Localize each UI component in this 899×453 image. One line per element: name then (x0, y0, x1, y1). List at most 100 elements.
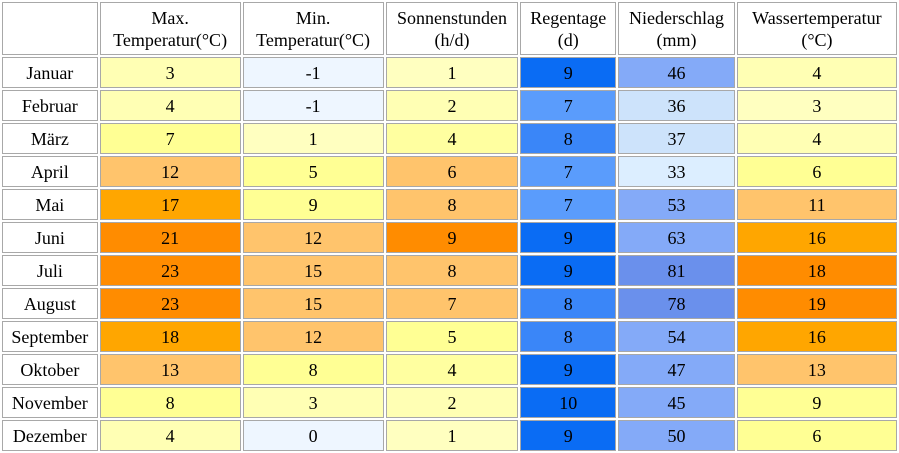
cell-water-temperature: 11 (736, 189, 897, 220)
table-row: Dezember 4 0 1 9 50 6 (2, 420, 897, 451)
cell-precipitation: 54 (618, 321, 735, 352)
month-label: Februar (2, 90, 98, 121)
table-row: August 23 15 7 8 78 19 (2, 288, 897, 319)
month-label: März (2, 123, 98, 154)
cell-water-temperature: 6 (736, 420, 897, 451)
cell-min-temperature: 9 (242, 189, 384, 220)
cell-min-temperature: 15 (242, 288, 384, 319)
cell-max-temperature: 21 (99, 222, 241, 253)
cell-min-temperature: 5 (242, 156, 384, 187)
table-body: Januar 3 -1 1 9 46 4 Februar 4 -1 2 7 36 3 März 7 1 4 8 37 4… (2, 57, 897, 451)
header-unit: Temperatur(°C) (256, 29, 371, 50)
month-label: November (2, 387, 98, 418)
header-label: Niederschlag (628, 7, 724, 28)
cell-sunshine-hours: 8 (385, 189, 519, 220)
header-label: Max. (151, 7, 189, 28)
header-unit: (°C) (801, 29, 833, 50)
cell-max-temperature: 7 (99, 123, 241, 154)
cell-max-temperature: 23 (99, 255, 241, 286)
cell-water-temperature: 16 (736, 321, 897, 352)
cell-min-temperature: 15 (242, 255, 384, 286)
cell-sunshine-hours: 2 (385, 387, 519, 418)
cell-rain-days: 9 (520, 57, 617, 88)
cell-precipitation: 78 (618, 288, 735, 319)
cell-water-temperature: 13 (736, 354, 897, 385)
cell-min-temperature: 0 (242, 420, 384, 451)
cell-rain-days: 8 (520, 288, 617, 319)
cell-precipitation: 81 (618, 255, 735, 286)
table-row: Juli 23 15 8 9 81 18 (2, 255, 897, 286)
cell-max-temperature: 17 (99, 189, 241, 220)
month-label: Januar (2, 57, 98, 88)
header-unit: (mm) (656, 29, 697, 50)
cell-sunshine-hours: 4 (385, 123, 519, 154)
table-row: Mai 17 9 8 7 53 11 (2, 189, 897, 220)
header-label: Min. (295, 7, 331, 28)
header-unit: (d) (557, 29, 579, 50)
cell-rain-days: 9 (520, 354, 617, 385)
cell-sunshine-hours: 7 (385, 288, 519, 319)
cell-sunshine-hours: 5 (385, 321, 519, 352)
month-label: Oktober (2, 354, 98, 385)
cell-rain-days: 8 (520, 321, 617, 352)
cell-min-temperature: 8 (242, 354, 384, 385)
header-label: Wassertemperatur (752, 7, 882, 28)
cell-precipitation: 63 (618, 222, 735, 253)
cell-sunshine-hours: 9 (385, 222, 519, 253)
header-water-temperature: Wassertemperatur (°C) (736, 2, 897, 55)
cell-max-temperature: 12 (99, 156, 241, 187)
cell-min-temperature: 1 (242, 123, 384, 154)
header-label: Regentage (530, 7, 607, 28)
cell-water-temperature: 9 (736, 387, 897, 418)
cell-water-temperature: 3 (736, 90, 897, 121)
table-row: November 8 3 2 10 45 9 (2, 387, 897, 418)
table-row: Oktober 13 8 4 9 47 13 (2, 354, 897, 385)
cell-water-temperature: 6 (736, 156, 897, 187)
cell-max-temperature: 18 (99, 321, 241, 352)
cell-precipitation: 53 (618, 189, 735, 220)
cell-max-temperature: 8 (99, 387, 241, 418)
cell-precipitation: 37 (618, 123, 735, 154)
cell-rain-days: 7 (520, 90, 617, 121)
cell-min-temperature: -1 (242, 57, 384, 88)
cell-sunshine-hours: 2 (385, 90, 519, 121)
cell-min-temperature: 12 (242, 321, 384, 352)
header-max-temperature: Max. Temperatur(°C) (99, 2, 241, 55)
cell-precipitation: 46 (618, 57, 735, 88)
month-label: Juli (2, 255, 98, 286)
table-row: April 12 5 6 7 33 6 (2, 156, 897, 187)
header-sunshine-hours: Sonnenstunden (h/d) (385, 2, 519, 55)
cell-rain-days: 10 (520, 387, 617, 418)
cell-rain-days: 7 (520, 189, 617, 220)
cell-rain-days: 8 (520, 123, 617, 154)
corner-cell (2, 2, 98, 55)
cell-min-temperature: 3 (242, 387, 384, 418)
cell-precipitation: 36 (618, 90, 735, 121)
month-label: Mai (2, 189, 98, 220)
header-unit: (h/d) (434, 29, 470, 50)
cell-sunshine-hours: 1 (385, 57, 519, 88)
cell-sunshine-hours: 8 (385, 255, 519, 286)
cell-rain-days: 9 (520, 255, 617, 286)
cell-sunshine-hours: 1 (385, 420, 519, 451)
cell-max-temperature: 3 (99, 57, 241, 88)
cell-sunshine-hours: 4 (385, 354, 519, 385)
month-label: April (2, 156, 98, 187)
header-min-temperature: Min. Temperatur(°C) (242, 2, 384, 55)
header-unit: Temperatur(°C) (113, 29, 228, 50)
month-label: August (2, 288, 98, 319)
table-row: Januar 3 -1 1 9 46 4 (2, 57, 897, 88)
header-label: Sonnenstunden (396, 7, 507, 28)
table-row: Juni 21 12 9 9 63 16 (2, 222, 897, 253)
month-label: Dezember (2, 420, 98, 451)
cell-precipitation: 33 (618, 156, 735, 187)
cell-max-temperature: 23 (99, 288, 241, 319)
cell-water-temperature: 19 (736, 288, 897, 319)
header-rain-days: Regentage (d) (520, 2, 617, 55)
cell-precipitation: 47 (618, 354, 735, 385)
cell-rain-days: 9 (520, 222, 617, 253)
cell-water-temperature: 16 (736, 222, 897, 253)
cell-min-temperature: 12 (242, 222, 384, 253)
cell-water-temperature: 18 (736, 255, 897, 286)
